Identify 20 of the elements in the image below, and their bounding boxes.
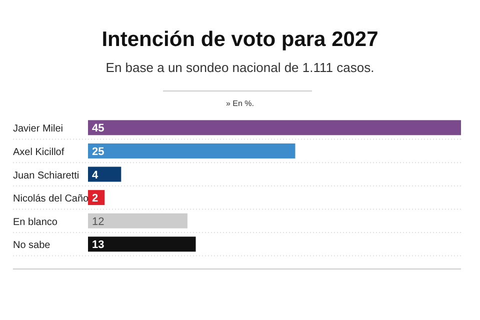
data-label: 13 [92,239,104,252]
bar [88,120,461,136]
chart-subtitle: En base a un sondeo nacional de 1.111 casos. [106,60,374,75]
y-tick-label: En blanco [13,216,58,228]
bar [88,166,122,182]
data-label: 4 [92,169,99,182]
y-tick-label: No sabe [13,240,51,252]
y-tick-label: Nicolás del Caño [13,194,90,205]
data-label: 45 [92,122,104,135]
y-tick-label: Javier Milei [13,124,64,135]
bar [88,213,188,228]
text: » En %. [226,99,254,108]
y-tick-label: Juan Schiaretti [13,170,80,182]
y-tick-label: Axel Kicillof [13,146,64,158]
data-label: 25 [92,146,104,158]
chart-title: Intención de voto para 2027 [102,28,378,51]
bar [88,143,296,158]
data-label: 2 [92,192,98,205]
data-label: 12 [92,216,104,228]
bar [88,236,196,252]
